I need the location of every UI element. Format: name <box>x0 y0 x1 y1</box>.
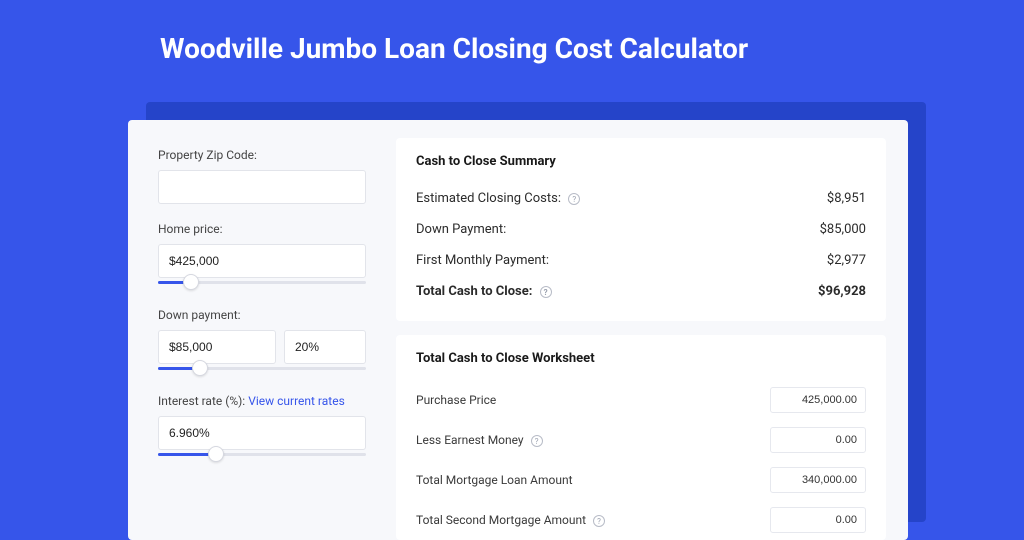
summary-row-first-payment: First Monthly Payment: $2,977 <box>416 245 866 276</box>
worksheet-label: Purchase Price <box>416 393 496 407</box>
summary-value: $8,951 <box>827 191 866 206</box>
help-icon[interactable]: ? <box>568 193 580 205</box>
summary-label: Total Cash to Close: ? <box>416 284 552 299</box>
summary-value: $96,928 <box>818 284 866 299</box>
worksheet-row-second-mortgage: Total Second Mortgage Amount ? <box>416 500 866 540</box>
worksheet-row-purchase-price: Purchase Price <box>416 380 866 420</box>
help-icon[interactable]: ? <box>531 435 543 447</box>
worksheet-label-text: Total Second Mortgage Amount <box>416 513 586 527</box>
slider-thumb[interactable] <box>183 274 199 290</box>
zip-field-group: Property Zip Code: <box>158 148 366 204</box>
summary-title: Cash to Close Summary <box>416 154 866 169</box>
interest-field-group: Interest rate (%): View current rates <box>158 394 366 462</box>
down-payment-slider[interactable] <box>158 362 366 376</box>
results-panel: Cash to Close Summary Estimated Closing … <box>388 120 908 540</box>
zip-input[interactable] <box>158 170 366 204</box>
worksheet-value-input[interactable] <box>770 387 866 413</box>
worksheet-row-earnest-money: Less Earnest Money ? <box>416 420 866 460</box>
down-payment-label: Down payment: <box>158 308 366 322</box>
summary-label: Down Payment: <box>416 222 506 237</box>
worksheet-label-text: Less Earnest Money <box>416 433 524 447</box>
interest-label-text: Interest rate (%): <box>158 394 248 408</box>
help-icon[interactable]: ? <box>540 286 552 298</box>
summary-row-total: Total Cash to Close: ? $96,928 <box>416 276 866 307</box>
summary-label-text: Total Cash to Close: <box>416 284 532 299</box>
home-price-field-group: Home price: <box>158 222 366 290</box>
summary-value: $85,000 <box>820 222 866 237</box>
view-rates-link[interactable]: View current rates <box>248 394 345 408</box>
home-price-label: Home price: <box>158 222 366 236</box>
worksheet-label: Less Earnest Money ? <box>416 433 543 447</box>
summary-box: Cash to Close Summary Estimated Closing … <box>396 138 886 321</box>
page-title: Woodville Jumbo Loan Closing Cost Calcul… <box>0 0 1024 89</box>
worksheet-label: Total Mortgage Loan Amount <box>416 473 573 487</box>
worksheet-title: Total Cash to Close Worksheet <box>416 351 866 366</box>
summary-value: $2,977 <box>827 253 866 268</box>
summary-row-down-payment: Down Payment: $85,000 <box>416 214 866 245</box>
worksheet-value-input[interactable] <box>770 507 866 533</box>
zip-label: Property Zip Code: <box>158 148 366 162</box>
summary-label: First Monthly Payment: <box>416 253 549 268</box>
down-payment-field-group: Down payment: <box>158 308 366 376</box>
input-panel: Property Zip Code: Home price: Down paym… <box>128 120 388 540</box>
calculator-card: Property Zip Code: Home price: Down paym… <box>128 120 908 540</box>
interest-slider[interactable] <box>158 448 366 462</box>
worksheet-label: Total Second Mortgage Amount ? <box>416 513 605 527</box>
down-payment-pct-input[interactable] <box>284 330 366 364</box>
slider-thumb[interactable] <box>208 446 224 462</box>
help-icon[interactable]: ? <box>593 515 605 527</box>
down-payment-input[interactable] <box>158 330 276 364</box>
worksheet-value-input[interactable] <box>770 467 866 493</box>
slider-thumb[interactable] <box>192 360 208 376</box>
interest-label: Interest rate (%): View current rates <box>158 394 366 408</box>
summary-row-closing-costs: Estimated Closing Costs: ? $8,951 <box>416 183 866 214</box>
home-price-input[interactable] <box>158 244 366 278</box>
down-payment-row <box>158 330 366 364</box>
interest-input[interactable] <box>158 416 366 450</box>
home-price-slider[interactable] <box>158 276 366 290</box>
summary-label-text: Estimated Closing Costs: <box>416 191 561 206</box>
worksheet-row-mortgage-amount: Total Mortgage Loan Amount <box>416 460 866 500</box>
worksheet-value-input[interactable] <box>770 427 866 453</box>
worksheet-box: Total Cash to Close Worksheet Purchase P… <box>396 335 886 540</box>
summary-label: Estimated Closing Costs: ? <box>416 191 580 206</box>
